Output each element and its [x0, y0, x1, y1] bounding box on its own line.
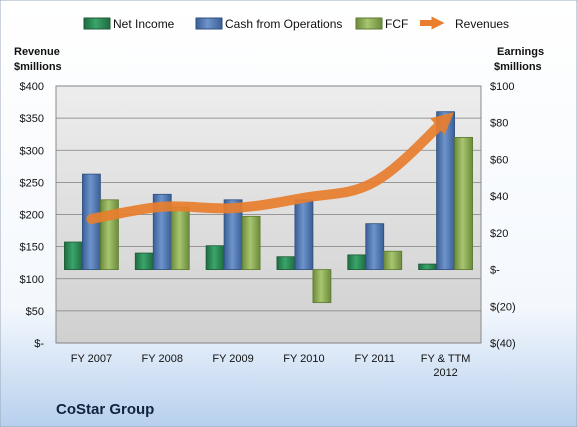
- fcf-bar: [383, 250, 403, 270]
- revenues-line: [86, 112, 454, 224]
- legend-swatch-fcf: [355, 17, 383, 30]
- net-income-bar: [205, 245, 225, 270]
- fcf-bar: [454, 136, 473, 270]
- right-axis-tick-label: $100: [490, 81, 514, 93]
- legend-swatch-net-income: [83, 17, 111, 30]
- cash-from-operations-bar: [436, 111, 455, 270]
- x-axis-labels: FY 2007 FY 2008 FY 2009 FY 2010 FY 2011 FY & …: [71, 353, 471, 379]
- right-axis-tick-label: $-: [490, 265, 500, 277]
- right-axis-tick-label: $(20): [490, 301, 516, 313]
- fcf-bar: [170, 206, 190, 270]
- x-axis-tick-label: FY & TTM 2012: [421, 353, 471, 379]
- right-axis-tick-label: $(40): [490, 338, 516, 350]
- left-axis-tick-label: $200: [20, 210, 44, 222]
- x-axis-tick-label: FY 2007: [71, 353, 112, 365]
- revenues-line-series: [86, 112, 454, 224]
- right-axis-title-line2: $millions: [494, 61, 542, 73]
- left-axis-tick-label: $400: [20, 81, 44, 93]
- legend-label-revenues: Revenues: [455, 17, 509, 31]
- x-axis-tick-label: FY 2008: [142, 353, 183, 365]
- fcf-bar: [241, 215, 261, 270]
- left-axis-tick-label: $300: [20, 145, 44, 157]
- legend-swatch-cash-from-operations: [195, 17, 223, 30]
- cash-from-operations-bar: [294, 199, 314, 270]
- legend-label-net-income: Net Income: [113, 17, 175, 31]
- left-axis-tick-label: $50: [26, 306, 44, 318]
- legend-label-cash-from-operations: Cash from Operations: [225, 17, 342, 31]
- right-axis-tick-label: $60: [490, 154, 508, 166]
- gridlines: [56, 85, 481, 344]
- left-axis-tick-label: $-: [34, 338, 44, 350]
- x-axis-tick-label: FY 2009: [212, 353, 253, 365]
- left-axis-title-line1: Revenue: [14, 46, 60, 58]
- net-income-bar: [276, 256, 296, 270]
- left-axis-tick-label: $150: [20, 242, 44, 254]
- chart-title: CoStar Group: [56, 401, 154, 418]
- left-axis-title-line2: $millions: [14, 61, 62, 73]
- right-axis-tick-label: $40: [490, 191, 508, 203]
- x-axis-tick-label: FY 2011: [354, 353, 395, 365]
- net-income-bar: [134, 252, 154, 270]
- legend-label-fcf: FCF: [385, 17, 408, 31]
- net-income-bar: [64, 241, 83, 270]
- net-income-bar: [347, 254, 367, 270]
- left-axis-ticks: $- $50 $100 $150 $200 $250 $300 $350 $400: [20, 81, 45, 350]
- legend: Net Income Cash from Operations FCF Reve…: [83, 16, 509, 31]
- right-axis-ticks: $(40) $(20) $- $20 $40 $60 $80 $100: [490, 81, 516, 350]
- right-axis-tick-label: $80: [490, 118, 508, 130]
- net-income-bar: [418, 263, 437, 270]
- cash-from-operations-bar: [365, 223, 385, 270]
- x-axis-tick-label: FY 2010: [283, 353, 324, 365]
- fcf-bar: [312, 269, 332, 304]
- left-axis-tick-label: $250: [20, 177, 44, 189]
- left-axis-tick-label: $100: [20, 274, 44, 286]
- right-axis-title-line1: Earnings: [497, 46, 544, 58]
- left-axis-tick-label: $350: [20, 113, 44, 125]
- right-axis-tick-label: $20: [490, 228, 508, 240]
